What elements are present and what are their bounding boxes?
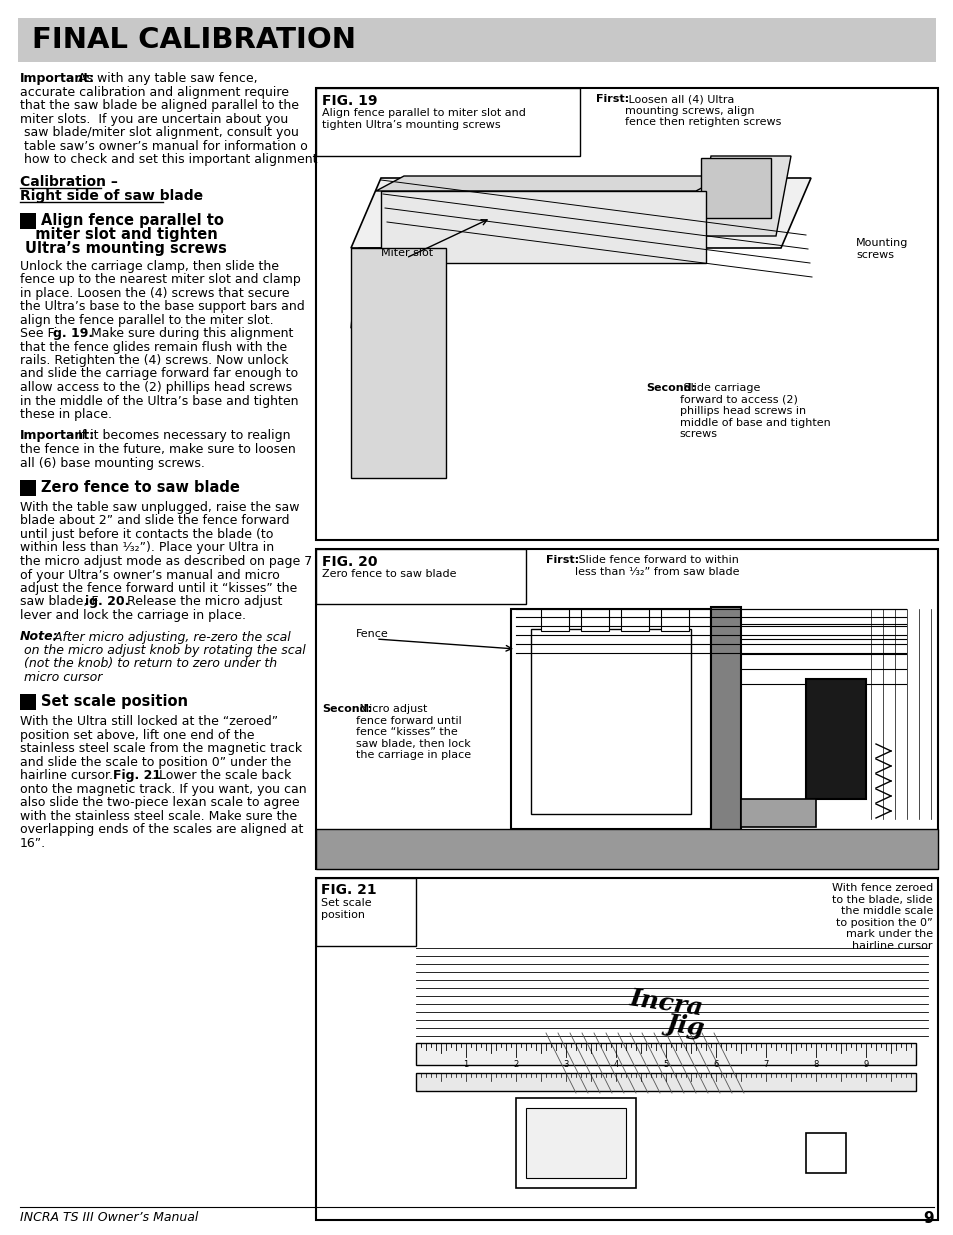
Text: Fig. 21: Fig. 21: [112, 769, 160, 783]
Bar: [315, 88, 937, 540]
Polygon shape: [380, 191, 705, 263]
Text: Second:: Second:: [322, 704, 372, 714]
Text: and slide the scale to position 0” under the: and slide the scale to position 0” under…: [20, 756, 291, 769]
Bar: [710, 606, 740, 832]
Bar: [20, 212, 36, 228]
Text: fence up to the nearest miter slot and clamp: fence up to the nearest miter slot and c…: [20, 273, 300, 287]
Text: 9: 9: [862, 1060, 868, 1070]
Text: With fence zeroed
to the blade, slide
the middle scale
to position the 0”
mark u: With fence zeroed to the blade, slide th…: [831, 883, 932, 951]
Bar: [805, 679, 865, 799]
Bar: [660, 609, 688, 631]
Polygon shape: [351, 248, 446, 478]
Text: As with any table saw fence,: As with any table saw fence,: [74, 72, 258, 85]
Text: that the fence glides remain flush with the: that the fence glides remain flush with …: [20, 341, 287, 353]
Bar: [315, 550, 525, 604]
Text: in the middle of the Ultra’s base and tighten: in the middle of the Ultra’s base and ti…: [20, 394, 298, 408]
Text: with the stainless steel scale. Make sure the: with the stainless steel scale. Make sur…: [20, 810, 296, 823]
Text: Mounting
screws: Mounting screws: [855, 238, 907, 259]
Text: Slide fence forward to within
less than ¹⁄₃₂” from saw blade: Slide fence forward to within less than …: [575, 555, 739, 577]
Text: FINAL CALIBRATION: FINAL CALIBRATION: [32, 26, 355, 54]
Text: First:: First:: [596, 94, 628, 104]
Text: of your Ultra’s owner’s manual and micro: of your Ultra’s owner’s manual and micro: [20, 568, 279, 582]
Text: the fence in the future, make sure to loosen: the fence in the future, make sure to lo…: [20, 443, 295, 456]
Text: Miter slot: Miter slot: [380, 248, 433, 258]
Bar: [20, 480, 36, 496]
Text: Zero fence to saw blade: Zero fence to saw blade: [322, 569, 456, 579]
Text: Jig: Jig: [664, 1011, 706, 1041]
Text: Set scale position: Set scale position: [41, 694, 188, 709]
Text: accurate calibration and alignment require: accurate calibration and alignment requi…: [20, 85, 289, 99]
Text: 3: 3: [562, 1060, 568, 1070]
Text: INCRA TS III Owner’s Manual: INCRA TS III Owner’s Manual: [20, 1212, 198, 1224]
Bar: [315, 550, 937, 869]
Bar: [700, 158, 770, 219]
Bar: [540, 609, 568, 631]
Text: Second:: Second:: [645, 383, 696, 393]
Text: Incra: Incra: [627, 986, 704, 1020]
Text: First:: First:: [545, 555, 578, 564]
Text: Zero fence to saw blade: Zero fence to saw blade: [41, 480, 239, 495]
Text: that the saw blade be aligned parallel to the: that the saw blade be aligned parallel t…: [20, 99, 298, 112]
Bar: [511, 609, 710, 829]
Text: 9: 9: [923, 1212, 933, 1226]
Bar: [315, 878, 416, 946]
Text: Important:: Important:: [20, 72, 95, 85]
Text: Slide carriage
forward to access (2)
phillips head screws in
middle of base and : Slide carriage forward to access (2) phi…: [679, 383, 830, 440]
Text: See Fi: See Fi: [20, 327, 57, 340]
Text: With the Ultra still locked at the “zeroed”: With the Ultra still locked at the “zero…: [20, 715, 278, 729]
Bar: [18, 19, 935, 62]
Text: position set above, lift one end of the: position set above, lift one end of the: [20, 729, 254, 742]
Text: 16”.: 16”.: [20, 837, 46, 850]
Text: FIG. 21: FIG. 21: [320, 883, 376, 897]
Text: adjust the fence forward until it “kisses” the: adjust the fence forward until it “kisse…: [20, 582, 297, 595]
Text: 1: 1: [463, 1060, 468, 1070]
Text: FIG. 19: FIG. 19: [322, 94, 377, 107]
Text: Ultra’s mounting screws: Ultra’s mounting screws: [25, 241, 227, 256]
Text: Important:: Important:: [20, 430, 95, 442]
Text: Unlock the carriage clamp, then slide the: Unlock the carriage clamp, then slide th…: [20, 259, 278, 273]
Text: saw blade, F: saw blade, F: [20, 595, 98, 609]
Text: overlapping ends of the scales are aligned at: overlapping ends of the scales are align…: [20, 824, 303, 836]
Bar: [531, 629, 690, 814]
Bar: [805, 1132, 845, 1173]
Bar: [416, 1044, 915, 1065]
Text: Calibration –: Calibration –: [20, 174, 118, 189]
Text: on the micro adjust knob by rotating the scal: on the micro adjust knob by rotating the…: [20, 643, 305, 657]
Text: within less than ¹⁄₃₂”). Place your Ultra in: within less than ¹⁄₃₂”). Place your Ultr…: [20, 541, 274, 555]
Text: table saw’s owner’s manual for information o: table saw’s owner’s manual for informati…: [20, 140, 308, 152]
Text: (not the knob) to return to zero under th: (not the knob) to return to zero under t…: [20, 657, 276, 671]
Text: After micro adjusting, re-zero the scal: After micro adjusting, re-zero the scal: [46, 631, 290, 643]
Text: If it becomes necessary to realign: If it becomes necessary to realign: [74, 430, 291, 442]
Text: all (6) base mounting screws.: all (6) base mounting screws.: [20, 457, 205, 469]
Text: Make sure during this alignment: Make sure during this alignment: [91, 327, 293, 340]
Text: also slide the two-piece lexan scale to agree: also slide the two-piece lexan scale to …: [20, 797, 299, 809]
Text: ig. 20.: ig. 20.: [85, 595, 130, 609]
Text: g. 19.: g. 19.: [52, 327, 97, 340]
Text: and slide the carriage forward far enough to: and slide the carriage forward far enoug…: [20, 368, 297, 380]
Text: these in place.: these in place.: [20, 408, 112, 421]
Text: Set scale
position: Set scale position: [320, 898, 372, 920]
Bar: [416, 1073, 915, 1091]
Text: hairline cursor.: hairline cursor.: [20, 769, 117, 783]
Bar: [20, 694, 36, 710]
Text: Micro adjust
fence forward until
fence “kisses” the
saw blade, then lock
the car: Micro adjust fence forward until fence “…: [355, 704, 471, 761]
Polygon shape: [351, 178, 810, 248]
Text: Release the micro adjust: Release the micro adjust: [123, 595, 282, 609]
Text: Align fence parallel to miter slot and
tighten Ultra’s mounting screws: Align fence parallel to miter slot and t…: [322, 107, 525, 130]
Text: 4: 4: [613, 1060, 618, 1070]
Text: in place. Loosen the (4) screws that secure: in place. Loosen the (4) screws that sec…: [20, 287, 289, 300]
Text: onto the magnetic track. If you want, you can: onto the magnetic track. If you want, yo…: [20, 783, 306, 797]
Text: miter slot and tighten: miter slot and tighten: [25, 226, 217, 242]
Text: rails. Retighten the (4) screws. Now unlock: rails. Retighten the (4) screws. Now unl…: [20, 354, 288, 367]
Text: blade about 2” and slide the fence forward: blade about 2” and slide the fence forwa…: [20, 515, 289, 527]
Text: . Lower the scale back: . Lower the scale back: [151, 769, 291, 783]
Text: Align fence parallel to: Align fence parallel to: [41, 212, 224, 227]
Text: the micro adjust mode as described on page 7: the micro adjust mode as described on pa…: [20, 555, 312, 568]
Text: 8: 8: [813, 1060, 818, 1070]
Text: stainless steel scale from the magnetic track: stainless steel scale from the magnetic …: [20, 742, 302, 756]
Text: lever and lock the carriage in place.: lever and lock the carriage in place.: [20, 609, 246, 622]
Text: 6: 6: [713, 1060, 718, 1070]
Text: how to check and set this important alignment: how to check and set this important alig…: [20, 153, 317, 165]
Bar: [580, 609, 608, 631]
Text: FIG. 20: FIG. 20: [322, 555, 377, 569]
